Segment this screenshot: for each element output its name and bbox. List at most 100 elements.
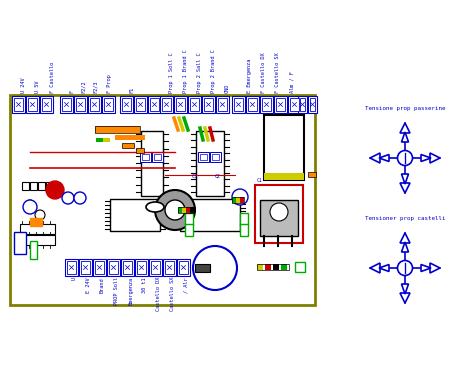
Bar: [65, 259, 78, 276]
Text: F Castello DX: F Castello DX: [261, 52, 266, 93]
Text: Castello DX: Castello DX: [156, 277, 161, 311]
Bar: [134, 96, 147, 113]
Bar: [135, 259, 148, 276]
Text: U 5V: U 5V: [35, 81, 40, 93]
Bar: [102, 96, 115, 113]
Circle shape: [35, 210, 45, 220]
Bar: [212, 154, 219, 160]
Bar: [136, 148, 144, 153]
Bar: [93, 259, 106, 276]
Bar: [12, 96, 25, 113]
Bar: [62, 98, 71, 111]
Bar: [216, 96, 229, 113]
Polygon shape: [370, 153, 380, 163]
Bar: [30, 241, 37, 259]
Bar: [190, 98, 199, 111]
Bar: [95, 126, 140, 133]
Bar: [232, 197, 244, 203]
Polygon shape: [401, 174, 408, 184]
Bar: [200, 154, 207, 160]
Bar: [298, 96, 307, 113]
Bar: [178, 207, 182, 213]
Bar: [14, 232, 26, 254]
Bar: [276, 98, 285, 111]
Text: F2/3: F2/3: [93, 81, 98, 93]
Circle shape: [165, 200, 185, 220]
Bar: [30, 182, 37, 190]
Bar: [202, 96, 215, 113]
Bar: [260, 96, 273, 113]
Circle shape: [397, 260, 413, 275]
Bar: [148, 96, 161, 113]
Bar: [186, 207, 190, 213]
Bar: [123, 261, 132, 274]
Bar: [188, 96, 201, 113]
Bar: [149, 259, 162, 276]
Circle shape: [155, 190, 195, 230]
Bar: [232, 197, 236, 203]
Bar: [177, 259, 190, 276]
Bar: [152, 152, 163, 162]
Bar: [300, 98, 305, 111]
Bar: [210, 152, 221, 162]
Bar: [107, 259, 120, 276]
Polygon shape: [400, 123, 410, 133]
Bar: [120, 96, 133, 113]
Bar: [262, 98, 271, 111]
Bar: [79, 259, 92, 276]
Text: Castello SX: Castello SX: [170, 277, 175, 311]
Text: PROP Soll: PROP Soll: [114, 277, 119, 305]
Bar: [40, 96, 53, 113]
Text: C3: C3: [192, 174, 198, 179]
Bar: [20, 235, 55, 245]
Bar: [38, 182, 45, 190]
Polygon shape: [400, 233, 410, 243]
Bar: [295, 262, 305, 272]
Text: 30 t1: 30 t1: [142, 277, 147, 293]
Bar: [257, 264, 289, 270]
Text: F: F: [69, 90, 74, 93]
Text: Prop 2 Sall C: Prop 2 Sall C: [197, 52, 202, 93]
Bar: [236, 197, 240, 203]
Bar: [281, 264, 287, 270]
Ellipse shape: [146, 202, 164, 212]
Bar: [122, 143, 134, 148]
Bar: [110, 199, 160, 231]
Bar: [142, 154, 149, 160]
Bar: [260, 200, 298, 236]
Text: C2: C2: [215, 174, 221, 179]
Bar: [185, 213, 193, 225]
Circle shape: [397, 151, 413, 166]
Bar: [195, 265, 203, 270]
Text: / Alr: / Alr: [184, 277, 189, 293]
Bar: [240, 224, 248, 236]
Bar: [240, 213, 248, 225]
Polygon shape: [401, 132, 408, 142]
Bar: [28, 98, 37, 111]
Bar: [288, 96, 301, 113]
Bar: [204, 98, 213, 111]
Circle shape: [23, 200, 37, 214]
Bar: [178, 207, 194, 213]
Bar: [255, 185, 303, 243]
Bar: [264, 173, 304, 180]
Bar: [10, 95, 315, 305]
Text: C1: C1: [257, 178, 263, 183]
Bar: [122, 98, 131, 111]
Bar: [273, 264, 279, 270]
Bar: [248, 98, 257, 111]
Bar: [81, 261, 90, 274]
Bar: [20, 224, 55, 234]
Bar: [180, 199, 240, 231]
Text: E Emergenza: E Emergenza: [247, 59, 252, 93]
Bar: [30, 218, 42, 226]
Text: GND: GND: [225, 84, 230, 93]
Bar: [67, 261, 76, 274]
Bar: [246, 96, 259, 113]
Text: Tensioner prop castelli: Tensioner prop castelli: [365, 216, 445, 221]
Bar: [174, 96, 187, 113]
Polygon shape: [401, 284, 408, 294]
Bar: [90, 98, 99, 111]
Bar: [198, 152, 209, 162]
Bar: [218, 98, 227, 111]
